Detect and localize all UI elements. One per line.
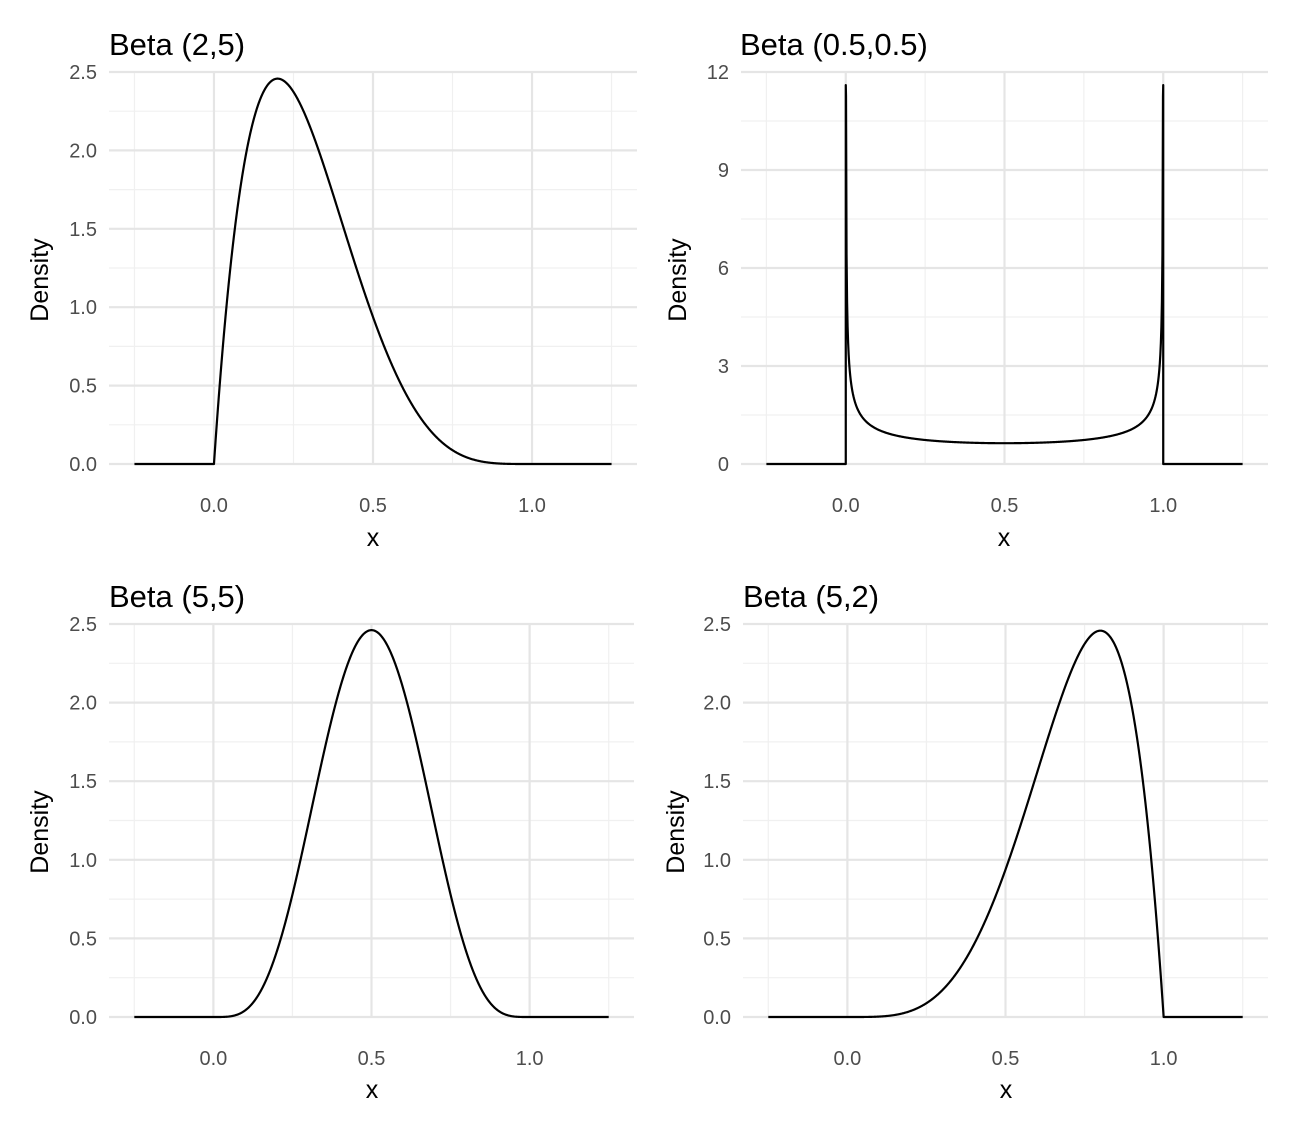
x-tick-label: 0.0 — [832, 495, 860, 517]
x-tick-label: 1.0 — [1149, 495, 1177, 517]
panel-title: Beta (2,5) — [109, 27, 245, 62]
y-tick-label: 1.0 — [69, 297, 97, 319]
x-axis-title: x — [366, 1076, 379, 1104]
y-axis-title: Density — [26, 238, 54, 322]
y-tick-label: 12 — [707, 62, 729, 84]
y-tick-label: 0.0 — [703, 1007, 731, 1029]
x-tick-label: 1.0 — [1150, 1048, 1178, 1070]
x-tick-label: 0.5 — [359, 495, 387, 517]
y-tick-label: 2.5 — [69, 62, 97, 84]
y-tick-label: 0.0 — [69, 1007, 97, 1029]
x-tick-label: 0.0 — [200, 495, 228, 517]
x-tick-label: 0.0 — [833, 1048, 861, 1070]
y-tick-label: 0.5 — [69, 928, 97, 950]
density-curve — [766, 83, 1243, 466]
panel-beta-5-5: Beta (5,5) 0.0 0.5 1.0 1.5 2.0 2.5 0.0 0.5 1.0 x… — [26, 579, 634, 1104]
panel-title: Beta (5,2) — [743, 579, 879, 614]
y-tick-label: 0 — [718, 454, 729, 476]
density-curve — [133, 629, 610, 1019]
y-axis-title: Density — [26, 790, 54, 874]
y-tick-label: 9 — [718, 160, 729, 182]
y-axis-title: Density — [662, 790, 690, 874]
panel-beta-0.5-0.5: Beta (0.5,0.5) 0 3 6 9 12 0.0 0.5 1.0 x Density — [664, 27, 1268, 552]
density-curve — [767, 629, 1244, 1019]
y-tick-label: 2.0 — [703, 693, 731, 715]
y-tick-label: 2.0 — [69, 140, 97, 162]
x-tick-label: 0.0 — [199, 1048, 227, 1070]
y-tick-label: 1.5 — [69, 219, 97, 241]
y-tick-label: 1.5 — [69, 771, 97, 793]
x-tick-label: 0.5 — [992, 1048, 1020, 1070]
x-tick-label: 1.0 — [518, 495, 546, 517]
x-tick-label: 1.0 — [516, 1048, 544, 1070]
y-tick-label: 6 — [718, 258, 729, 280]
y-tick-label: 0.5 — [703, 928, 731, 950]
y-tick-label: 1.5 — [703, 771, 731, 793]
y-tick-label: 2.5 — [703, 614, 731, 636]
x-axis-title: x — [367, 524, 380, 552]
y-tick-label: 0.0 — [69, 454, 97, 476]
x-axis-title: x — [998, 524, 1011, 552]
x-tick-label: 0.5 — [991, 495, 1019, 517]
panel-beta-2-5: Beta (2,5) 0.0 0.5 1.0 1.5 2.0 2.5 0.0 0.5 1.0 x… — [26, 27, 637, 552]
y-tick-label: 3 — [718, 356, 729, 378]
panel-title: Beta (0.5,0.5) — [740, 27, 928, 62]
panel-beta-5-2: Beta (5,2) 0.0 0.5 1.0 1.5 2.0 2.5 0.0 0.5 1.0 x… — [662, 579, 1268, 1104]
y-tick-label: 2.0 — [69, 693, 97, 715]
density-curve — [133, 77, 613, 466]
y-tick-label: 1.0 — [69, 850, 97, 872]
y-tick-label: 1.0 — [703, 850, 731, 872]
y-axis-title: Density — [664, 238, 692, 322]
y-tick-label: 0.5 — [69, 376, 97, 398]
x-axis-title: x — [1000, 1076, 1013, 1104]
x-tick-label: 0.5 — [358, 1048, 386, 1070]
panel-title: Beta (5,5) — [109, 579, 245, 614]
y-tick-label: 2.5 — [69, 614, 97, 636]
